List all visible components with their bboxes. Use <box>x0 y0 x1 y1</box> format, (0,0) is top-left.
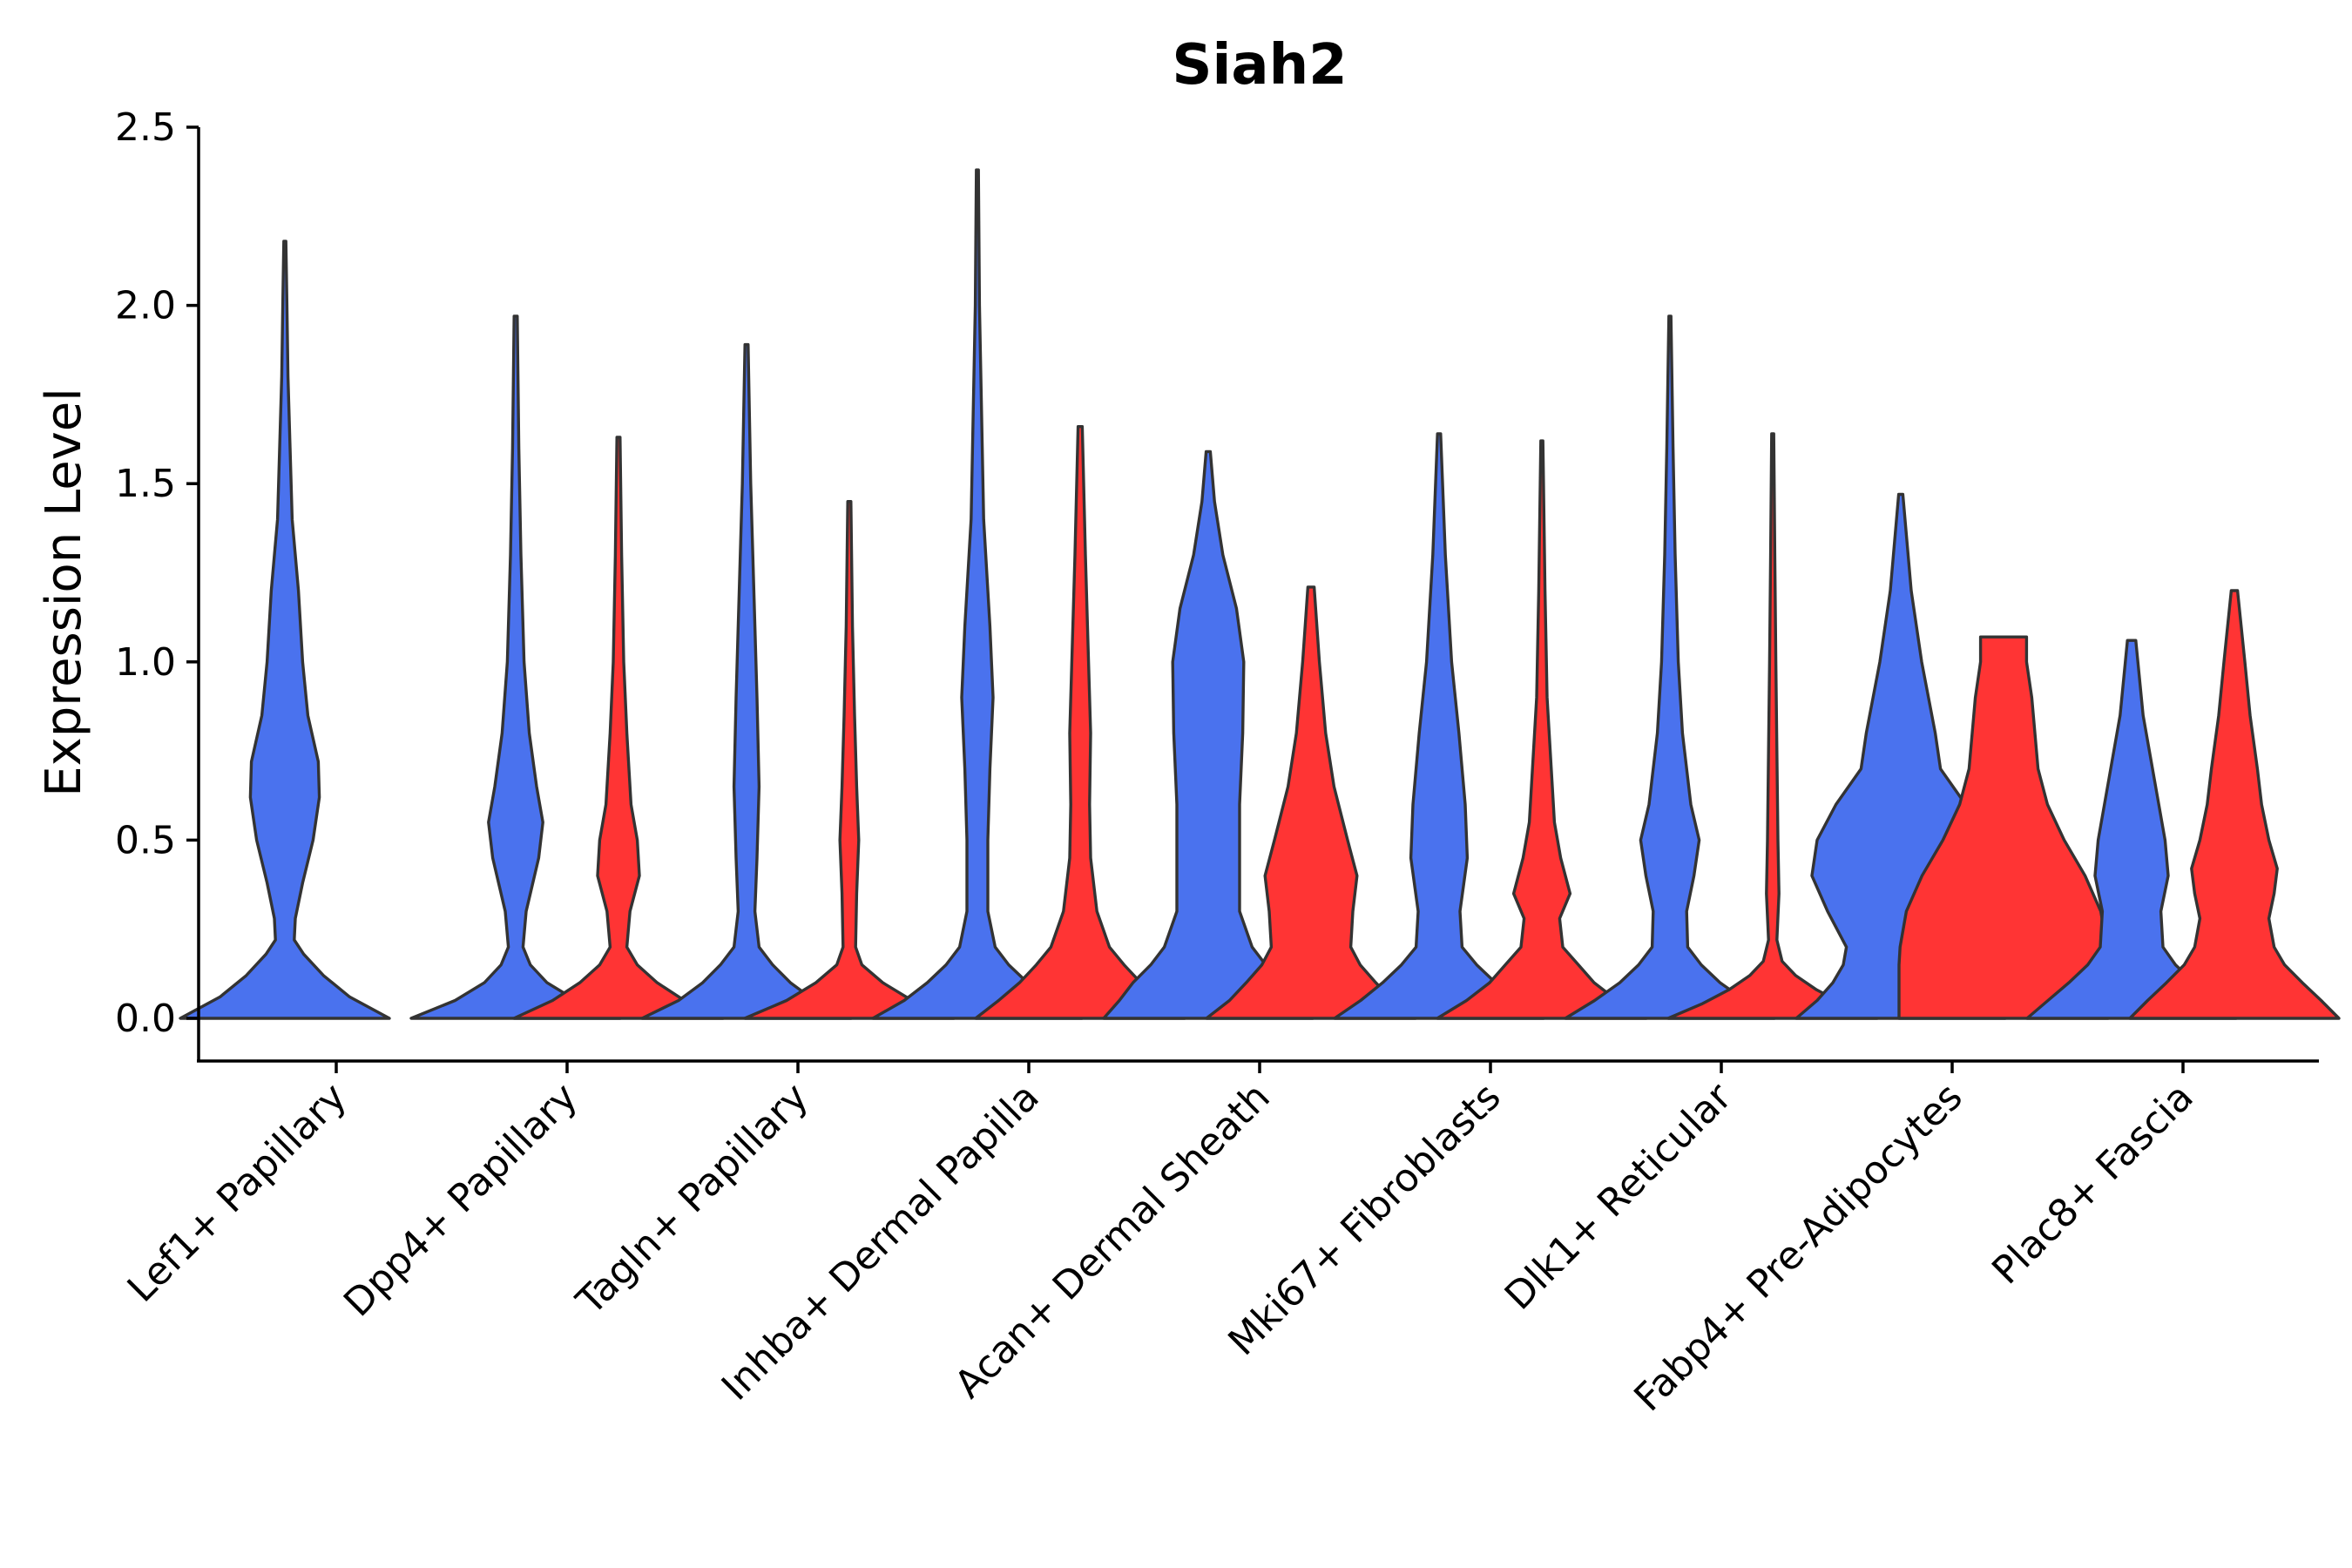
violin-blue-4 <box>1102 449 1315 1020</box>
violin-blue-0 <box>179 240 391 1020</box>
x-tick-label: Lef1+ Papillary <box>119 1075 355 1311</box>
violin-layer <box>179 168 2341 1020</box>
chart-title: Siah2 <box>1172 33 1347 98</box>
y-tick-label: 1.5 <box>115 462 176 506</box>
violin-red-8 <box>2128 589 2341 1020</box>
y-tick-label: 2.0 <box>115 284 176 328</box>
y-tick-label: 0.0 <box>115 997 176 1041</box>
x-tick-label: Plac8+ Fascia <box>1984 1075 2202 1294</box>
violin-red-2 <box>743 500 956 1020</box>
violin-red-1 <box>512 436 725 1020</box>
axes <box>197 127 2319 1063</box>
violin-red-3 <box>974 425 1186 1020</box>
violin-blue-2 <box>640 342 853 1020</box>
violin-blue-8 <box>2025 639 2238 1020</box>
violin-blue-1 <box>409 314 622 1020</box>
y-ticks: 0.0 0.5 1.0 1.5 2.0 2.5 <box>115 105 199 1041</box>
violin-blue-3 <box>871 168 1084 1020</box>
violin-blue-5 <box>1333 432 1545 1020</box>
x-tick-label: Dlk1+ Reticular <box>1497 1074 1741 1319</box>
y-axis-label: Expression Level <box>36 388 92 797</box>
y-tick-label: 0.5 <box>115 818 176 862</box>
violin-red-4 <box>1205 585 1417 1020</box>
y-tick-label: 1.0 <box>115 640 176 685</box>
x-tick-label: Dpp4+ Papillary <box>335 1075 586 1326</box>
violin-red-5 <box>1436 439 1648 1020</box>
violin-blue-6 <box>1564 314 1776 1020</box>
violin-red-6 <box>1666 432 1879 1020</box>
y-tick-label: 2.5 <box>115 105 176 150</box>
x-tick-label: Tagln+ Papillary <box>568 1075 817 1324</box>
